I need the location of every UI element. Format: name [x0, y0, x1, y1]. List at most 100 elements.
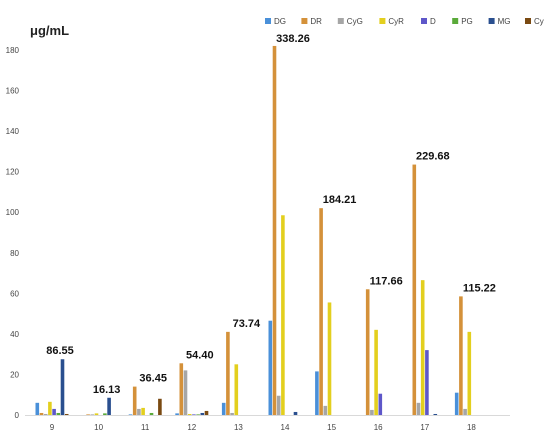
- bar-cyr-13: [234, 364, 239, 415]
- legend-item-d: D: [421, 17, 436, 26]
- bar-dr-12: [179, 363, 184, 415]
- bar-dg-14: [268, 320, 273, 415]
- legend: DG DR CyG CyR D PG MG Cy: [265, 17, 544, 26]
- x-category-label: 13: [234, 423, 243, 432]
- y-tick-label: 40: [10, 330, 19, 339]
- total-label-14: 338.26: [276, 33, 310, 45]
- bar-dr-14: [272, 45, 277, 415]
- legend-swatch: [301, 18, 308, 24]
- x-category-label: 10: [94, 423, 103, 432]
- bar-mg-17: [433, 413, 438, 415]
- bar-pg-11: [149, 412, 154, 415]
- bar-dg-12: [175, 413, 179, 415]
- bar-dg-11: [128, 414, 133, 415]
- bar-cyr-17: [420, 280, 425, 415]
- bar-d-12: [192, 414, 196, 415]
- legend-item-cy: Cy: [525, 17, 544, 26]
- bar-d-16: [378, 393, 383, 415]
- x-category-label: 9: [50, 423, 55, 432]
- bar-cyg-12: [183, 370, 188, 415]
- bar-dr-11: [132, 386, 137, 415]
- total-label-16: 117.66: [370, 275, 403, 287]
- bar-cyg-17: [416, 402, 421, 415]
- bar-cyg-11: [137, 408, 141, 415]
- legend-label: CyR: [388, 17, 404, 26]
- y-tick-label: 0: [15, 411, 20, 420]
- bar-dr-17: [412, 164, 417, 415]
- y-tick-label: 160: [6, 87, 20, 96]
- bar-dg-15: [315, 371, 319, 415]
- bar-cyg-9: [43, 413, 48, 415]
- legend-swatch: [525, 18, 531, 24]
- x-category-label: 14: [281, 423, 290, 432]
- x-category-label: 17: [420, 423, 429, 432]
- legend-item-dg: DG: [265, 17, 286, 26]
- legend-item-dr: DR: [301, 17, 322, 26]
- total-labels: 86.55 16.13 36.45 54.40 73.74 338.26 184.21 117…: [46, 33, 496, 396]
- bar-cyg-16: [370, 409, 374, 415]
- y-tick-label: 80: [10, 249, 19, 258]
- legend-swatch: [488, 18, 495, 24]
- x-category-label: 18: [467, 423, 476, 432]
- bar-cyg-13: [230, 412, 234, 415]
- bars: [35, 45, 472, 416]
- legend-swatch: [265, 18, 271, 24]
- bar-dg-18: [454, 392, 459, 415]
- bar-pg-10: [103, 413, 107, 415]
- y-axis-label: μg/mL: [30, 23, 69, 38]
- bar-mg-9: [60, 359, 65, 415]
- bar-cy-12: [204, 410, 209, 415]
- legend-label: PG: [461, 17, 473, 26]
- legend-item-mg: MG: [488, 17, 511, 26]
- bar-pg-9: [56, 412, 61, 415]
- bar-cyr-15: [327, 302, 332, 415]
- bar-dr-18: [459, 296, 463, 416]
- x-category-label: 11: [141, 423, 150, 432]
- bar-cyg-15: [323, 405, 328, 416]
- x-category-label: 12: [187, 423, 196, 432]
- bar-mg-10: [107, 397, 111, 415]
- y-tick-label: 180: [6, 46, 20, 55]
- legend-swatch: [421, 18, 427, 24]
- total-label-18: 115.22: [463, 282, 496, 294]
- legend-item-pg: PG: [452, 17, 473, 26]
- legend-swatch: [379, 18, 386, 24]
- x-category-label: 15: [327, 423, 336, 432]
- bar-cy-11: [158, 398, 162, 415]
- total-label-9: 86.55: [46, 345, 74, 357]
- x-category-label: 16: [374, 423, 383, 432]
- x-axis-categories: 9 10 11 12 13 14 15 16 17 18: [50, 423, 477, 432]
- bar-dr-10: [86, 414, 90, 415]
- bar-cyg-10: [90, 414, 95, 415]
- legend-label: CyG: [347, 17, 363, 26]
- total-label-10: 16.13: [93, 384, 121, 396]
- total-label-12: 54.40: [186, 349, 214, 361]
- bar-mg-14: [293, 411, 298, 415]
- bar-dr-16: [365, 289, 370, 415]
- bar-cy-9: [64, 413, 69, 415]
- legend-label: MG: [498, 17, 511, 26]
- bar-cyg-18: [463, 408, 467, 415]
- legend-label: Cy: [534, 17, 544, 26]
- legend-label: D: [430, 17, 436, 26]
- bar-d-17: [425, 350, 429, 415]
- legend-swatch: [337, 18, 344, 24]
- bar-dr-9: [39, 412, 44, 415]
- bar-dg-9: [35, 402, 40, 415]
- bar-dr-13: [226, 331, 230, 415]
- bar-dg-13: [221, 402, 226, 415]
- bar-cyr-9: [48, 401, 52, 415]
- total-label-15: 184.21: [323, 194, 357, 206]
- bar-cyr-12: [187, 413, 192, 415]
- y-tick-label: 100: [6, 208, 20, 217]
- legend-label: DR: [310, 17, 322, 26]
- axes-layer: μg/mL: [25, 23, 510, 416]
- bar-cyr-16: [374, 329, 378, 415]
- total-label-13: 73.74: [233, 318, 261, 330]
- y-tick-label: 120: [6, 168, 20, 177]
- bar-d-9: [52, 408, 56, 415]
- legend-swatch: [452, 18, 459, 24]
- legend-label: DG: [274, 17, 286, 26]
